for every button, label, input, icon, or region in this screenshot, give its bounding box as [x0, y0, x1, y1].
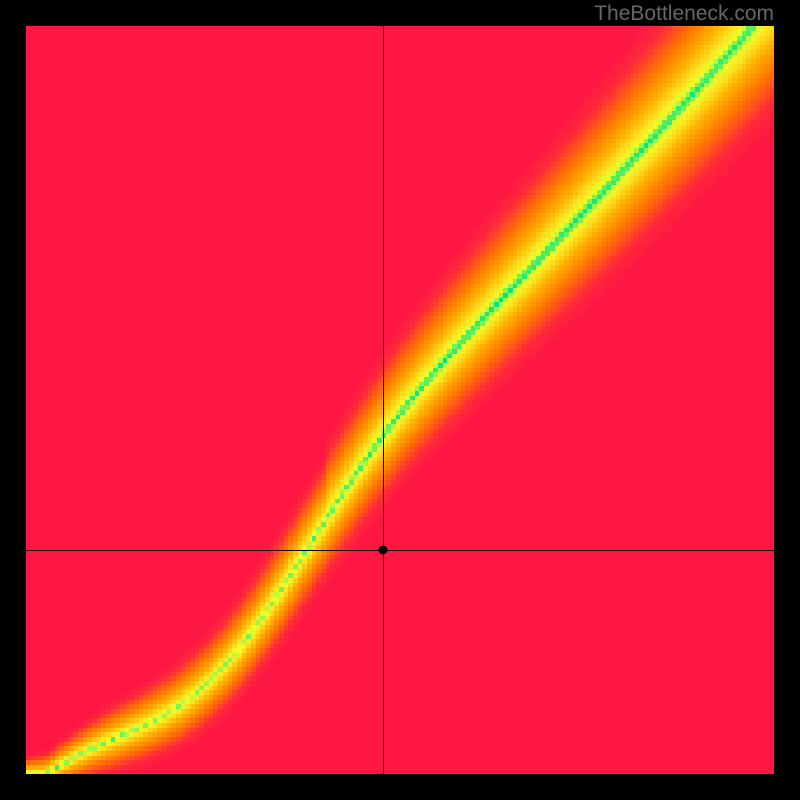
heatmap-canvas — [26, 26, 774, 774]
crosshair-vertical — [383, 26, 384, 774]
crosshair-marker — [378, 545, 387, 554]
watermark-text: TheBottleneck.com — [594, 2, 774, 26]
chart-container: TheBottleneck.com — [0, 0, 800, 800]
crosshair-horizontal — [26, 550, 774, 551]
plot-area — [26, 26, 774, 774]
